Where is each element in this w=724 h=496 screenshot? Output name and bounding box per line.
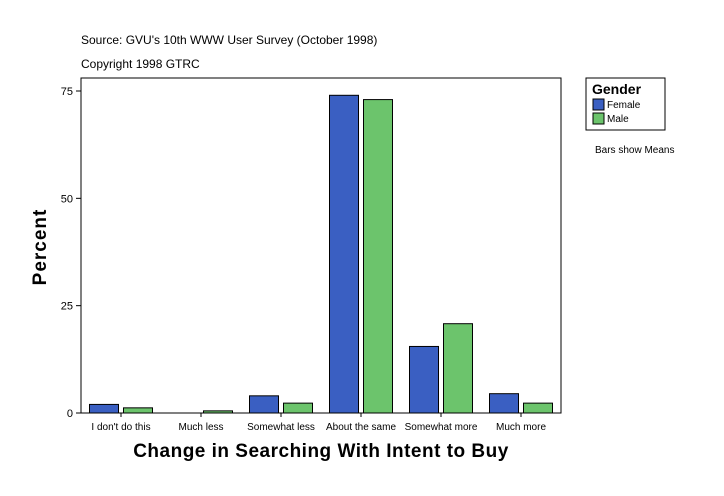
x-tick-label: Somewhat more [405, 422, 478, 433]
y-tick-label: 50 [61, 193, 73, 205]
x-tick-label: Much less [178, 422, 223, 433]
legend-item-male: Male [607, 114, 629, 125]
x-tick-label: About the same [326, 422, 396, 433]
legend-title: Gender [592, 81, 642, 97]
y-axis-label: Percent [30, 209, 51, 286]
bar-male-5 [523, 402, 553, 414]
source-text: Source: GVU's 10th WWW User Survey (Octo… [81, 33, 377, 47]
x-tick-label: Much more [496, 422, 546, 433]
bar-female-0 [89, 403, 119, 414]
y-tick-label: 75 [61, 86, 73, 98]
bar-female-4 [409, 345, 439, 414]
legend-swatch-male [592, 112, 605, 125]
bar-male-4 [443, 323, 473, 414]
copyright-text: Copyright 1998 GTRC [81, 57, 200, 71]
bar-female-3 [329, 94, 359, 414]
y-tick-label: 0 [67, 408, 73, 420]
bar-male-1 [203, 410, 233, 414]
bars-group [89, 94, 553, 414]
y-tick-label: 25 [61, 301, 73, 313]
legend: Gender Female Male [585, 77, 666, 131]
x-axis: I don't do this Much less Somewhat less Abo… [91, 413, 546, 433]
bar-female-2 [249, 395, 279, 414]
bar-male-0 [123, 407, 153, 414]
plot-area [80, 77, 562, 414]
legend-item-female: Female [607, 100, 641, 111]
bars-note: Bars show Means [595, 145, 674, 156]
x-axis-label: Change in Searching With Intent to Buy [133, 441, 509, 462]
x-tick-label: I don't do this [91, 422, 150, 433]
y-axis: 0 25 50 75 [61, 86, 81, 420]
bar-male-2 [283, 402, 313, 414]
legend-swatch-female [592, 98, 605, 111]
bar-female-5 [489, 393, 519, 414]
x-tick-label: Somewhat less [247, 422, 315, 433]
bar-male-3 [363, 99, 393, 414]
